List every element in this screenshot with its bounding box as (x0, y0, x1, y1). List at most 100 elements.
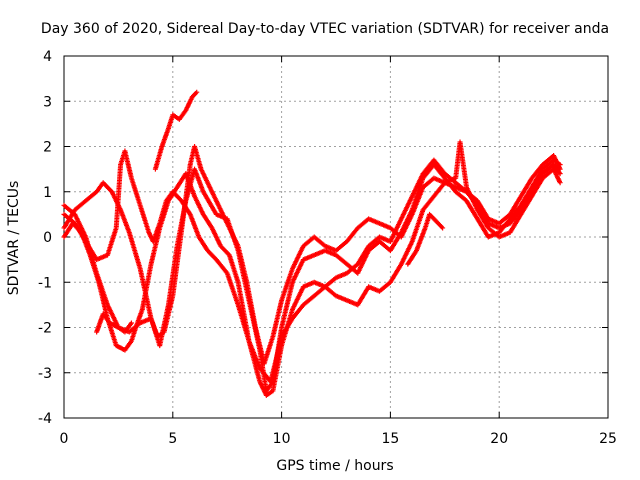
data-point-run (244, 281, 258, 329)
data-point-run (454, 190, 468, 203)
y-tick-label: -3 (38, 366, 52, 382)
data-point-run (530, 163, 545, 180)
data-point-run (219, 244, 231, 257)
y-axis-label: SDTVAR / TECUs (6, 181, 22, 296)
data-point-run (227, 254, 241, 284)
data-point-run (201, 213, 214, 230)
data-point-run (367, 284, 381, 294)
data-point-run (428, 213, 440, 225)
data-point-run (487, 226, 501, 239)
data-point-run (140, 263, 154, 311)
data-point-run (290, 258, 306, 284)
series-track-5 (94, 311, 134, 335)
data-point-run (530, 176, 545, 198)
data-point-run (247, 340, 262, 370)
data-point-run (334, 240, 349, 253)
y-tick-label: -1 (38, 275, 52, 291)
data-point-run (414, 226, 428, 252)
data-point-run (101, 312, 112, 325)
data-point (557, 166, 563, 172)
data-point-run (279, 281, 295, 329)
x-tick-label: 0 (60, 431, 69, 447)
data-point-run (421, 195, 436, 212)
x-tick-labels: 0 5 10 15 20 25 (60, 431, 617, 447)
data-point-run (355, 249, 371, 275)
data-point-run (199, 168, 214, 193)
data-point-run (148, 226, 162, 266)
data-point-run (421, 176, 436, 189)
data-point-run (129, 177, 143, 207)
x-tick-label: 25 (599, 431, 617, 447)
data-point-run (118, 208, 132, 234)
data-point-run (151, 222, 162, 243)
data-point-run (410, 186, 425, 216)
data-point-run (508, 208, 523, 225)
data-point-run (388, 262, 404, 284)
data-point-run (551, 167, 562, 184)
data-point-run (312, 235, 327, 248)
data-point-run (210, 226, 223, 248)
data-point-run (399, 195, 414, 220)
data-point-run (188, 213, 201, 239)
data-point-run (399, 213, 414, 239)
data-point-run (170, 213, 186, 297)
data-point-run (133, 308, 145, 329)
data-point-run (192, 145, 204, 171)
data-point-run (156, 330, 166, 339)
data-point-run (519, 176, 534, 198)
data-point-run (436, 222, 445, 230)
data-point-run (153, 145, 164, 171)
data-point-run (108, 321, 120, 330)
data-point (440, 225, 446, 231)
data-point-run (94, 312, 106, 334)
data-point-run (253, 326, 267, 365)
data-point-run (541, 158, 555, 171)
x-axis-label: GPS time / hours (276, 458, 393, 474)
data-point-run (519, 186, 534, 207)
data-point-run (88, 254, 101, 284)
data-point-run (262, 335, 275, 365)
data-marks (61, 89, 563, 398)
x-tick-label: 15 (381, 431, 399, 447)
data-point-run (367, 235, 381, 248)
data-point-run (183, 172, 197, 198)
data-point-run (62, 212, 77, 225)
x-tick-label: 20 (490, 431, 508, 447)
data-point-run (454, 181, 468, 194)
data-point-run (312, 285, 327, 298)
data-point (194, 89, 200, 95)
data-point-run (432, 181, 447, 198)
data-point-run (378, 280, 392, 293)
series-track-7 (405, 211, 446, 267)
data-point-run (236, 303, 252, 343)
data-point-run (161, 294, 175, 334)
y-tick-label: 4 (43, 49, 52, 65)
series-track-6 (152, 89, 200, 172)
x-tick-label: 5 (168, 431, 177, 447)
data-point-run (184, 95, 195, 112)
data-point-run (218, 208, 232, 230)
data-point-run (192, 168, 206, 193)
data-point-run (475, 199, 491, 221)
y-tick-label: 1 (43, 185, 52, 201)
data-point-run (159, 127, 171, 148)
data-point-run (279, 267, 295, 302)
data-point-run (410, 208, 426, 243)
data-point-run (179, 199, 192, 216)
data-point-run (114, 343, 127, 352)
data-point-run (302, 280, 316, 289)
data-point-run (95, 253, 109, 262)
data-point-run (519, 195, 534, 216)
data-point-run (201, 190, 219, 216)
data-point-run (214, 258, 229, 275)
data-point-run (457, 141, 469, 189)
data-point-run (149, 317, 160, 338)
data-point-run (73, 199, 88, 212)
data-point-run (127, 231, 143, 270)
data-point-run (530, 172, 545, 193)
series-track-4 (61, 148, 563, 385)
data-point-run (258, 366, 273, 384)
data-point-run (105, 226, 119, 257)
data-point-run (235, 245, 249, 284)
